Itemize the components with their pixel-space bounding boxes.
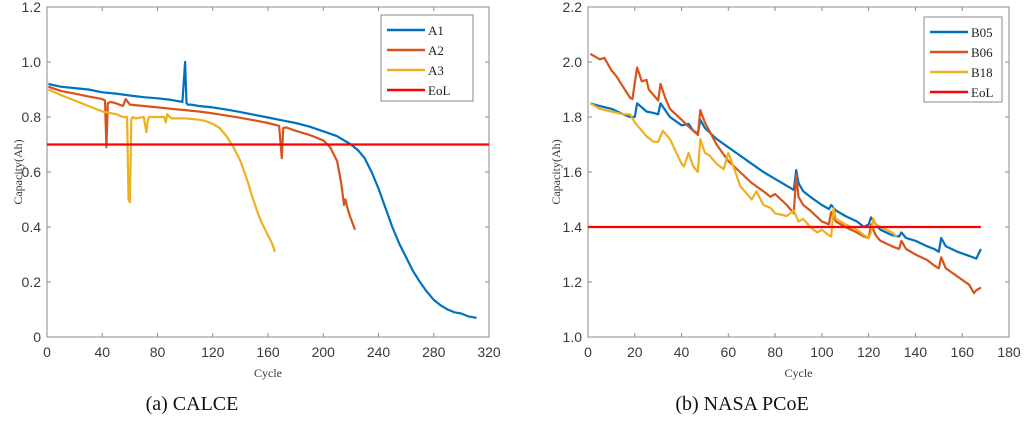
x-tick-label: 140 [904, 344, 928, 360]
series-lines [47, 60, 489, 319]
x-tick-label: 100 [810, 344, 834, 360]
y-tick-label: 1.0 [22, 54, 42, 70]
series-lines [588, 52, 982, 295]
x-tick-label: 40 [94, 344, 110, 360]
y-tick-label: 0.4 [22, 219, 42, 235]
x-tick-label: 0 [584, 344, 592, 360]
series-line-a3 [47, 88, 276, 253]
x-tick-label: 240 [367, 344, 391, 360]
x-tick-label: 200 [312, 344, 336, 360]
x-axis-title: Cycle [254, 366, 282, 380]
x-tick-label: 120 [201, 344, 225, 360]
y-tick-label: 0.2 [22, 274, 42, 290]
legend-label: A3 [428, 63, 444, 78]
x-tick-label: 180 [997, 344, 1021, 360]
x-tick-label: 120 [857, 344, 881, 360]
legend-label: EoL [971, 85, 993, 100]
y-tick-label: 0.8 [22, 109, 42, 125]
figure-caption: (a) CALCE [146, 393, 239, 415]
legend-label: A2 [428, 43, 444, 58]
series-line-a1 [48, 60, 477, 319]
legend: A1 A2 A3 EoL [380, 14, 474, 102]
y-tick-label: 0 [33, 329, 41, 345]
x-tick-label: 80 [767, 344, 783, 360]
x-tick-label: 80 [150, 344, 166, 360]
legend-label: B05 [971, 25, 993, 40]
x-tick-label: 40 [674, 344, 690, 360]
x-tick-label: 160 [951, 344, 975, 360]
legend: B05 B06 B18 EoL [923, 16, 1003, 103]
x-tick-label: 0 [43, 344, 51, 360]
axis-ticks: 0 40 80 120 160 200 240 280 320 0 0.2 0.4 0.6 0.8 1.0 1… [22, 0, 501, 360]
legend-label: B06 [971, 45, 993, 60]
chart-panel-calce: 0 40 80 120 160 200 240 280 320 0 0.2 0.4 0.6 0.8 1.0 1… [11, 0, 501, 415]
chart-panel-nasa-pcoe: 0 20 40 60 80 100 120 140 160 180 1.0 1.2 1.4 1.6 1.8 2… [549, 0, 1021, 415]
y-tick-label: 1.2 [22, 0, 42, 15]
x-tick-label: 20 [627, 344, 643, 360]
legend-label: B18 [971, 65, 993, 80]
y-tick-label: 2.0 [563, 54, 583, 70]
y-tick-label: 1.0 [563, 329, 583, 345]
y-axis-title: Capacity(Ah) [11, 139, 25, 204]
legend-label: EoL [428, 83, 450, 98]
series-line-a2 [48, 85, 357, 231]
y-tick-label: 2.2 [563, 0, 583, 15]
y-tick-label: 1.8 [563, 109, 583, 125]
series-line-b05 [589, 102, 982, 260]
legend-box [380, 14, 474, 102]
y-axis-title: Capacity(Ah) [549, 139, 563, 204]
y-tick-label: 1.2 [563, 274, 583, 290]
x-tick-label: 280 [422, 344, 446, 360]
x-axis-title: Cycle [785, 366, 813, 380]
y-tick-label: 1.6 [563, 164, 583, 180]
y-tick-label: 1.4 [563, 219, 583, 235]
y-tick-label: 0.6 [22, 164, 42, 180]
series-line-b06 [589, 52, 982, 295]
x-tick-label: 320 [477, 344, 501, 360]
legend-label: A1 [428, 23, 444, 38]
figure-caption: (b) NASA PCoE [675, 393, 808, 415]
x-tick-label: 160 [256, 344, 280, 360]
axis-ticks: 0 20 40 60 80 100 120 140 160 180 1.0 1.2 1.4 1.6 1.8 2… [563, 0, 1021, 360]
x-tick-label: 60 [721, 344, 737, 360]
